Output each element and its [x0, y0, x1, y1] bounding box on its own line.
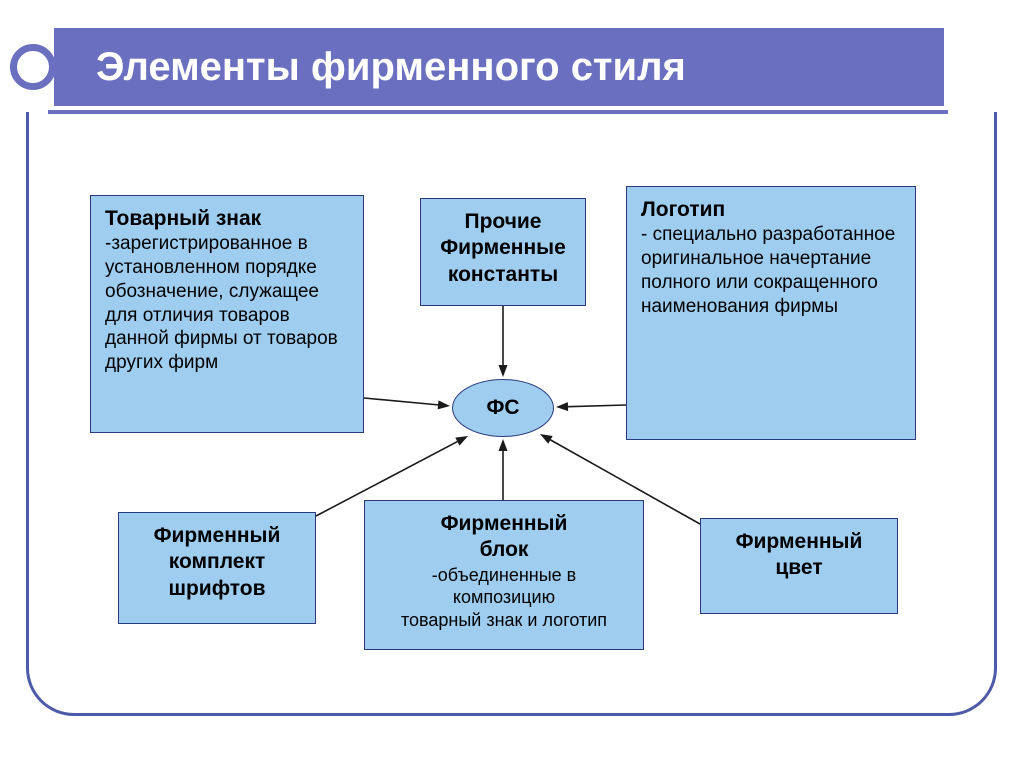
node-fonts: Фирменныйкомплектшрифтов	[118, 512, 316, 624]
node-fonts-title: Фирменныйкомплектшрифтов	[133, 523, 301, 602]
node-color: Фирменныйцвет	[700, 518, 898, 614]
slide-canvas: Элементы фирменного стиля Товарный знак …	[0, 0, 1024, 768]
node-other-constants: ПрочиеФирменныеконстанты	[420, 198, 586, 306]
title-bullet	[10, 44, 56, 90]
node-trademark-body: -зарегистрированное в установленном поря…	[105, 232, 349, 375]
frame-left	[26, 112, 29, 668]
node-block-title: Фирменныйблок	[379, 511, 629, 564]
frame-bottom-curve	[26, 640, 997, 716]
node-trademark-title: Товарный знак	[105, 206, 349, 232]
node-logo: Логотип - специально разработанное ориги…	[626, 186, 916, 440]
node-trademark: Товарный знак -зарегистрированное в уста…	[90, 195, 364, 433]
node-logo-title: Логотип	[641, 197, 901, 223]
title-bar: Элементы фирменного стиля	[54, 28, 944, 106]
center-ellipse: ФС	[452, 379, 554, 437]
frame-right	[994, 112, 997, 668]
title-underline	[48, 110, 948, 114]
center-label: ФС	[486, 396, 519, 420]
node-logo-body: - специально разработанное оригинальное …	[641, 223, 901, 318]
node-block: Фирменныйблок -объединенные в композицию…	[364, 500, 644, 650]
node-other-title: ПрочиеФирменныеконстанты	[435, 209, 571, 288]
node-block-body: -объединенные в композициютоварный знак …	[379, 564, 629, 632]
node-color-title: Фирменныйцвет	[715, 529, 883, 582]
title-text: Элементы фирменного стиля	[96, 45, 686, 90]
